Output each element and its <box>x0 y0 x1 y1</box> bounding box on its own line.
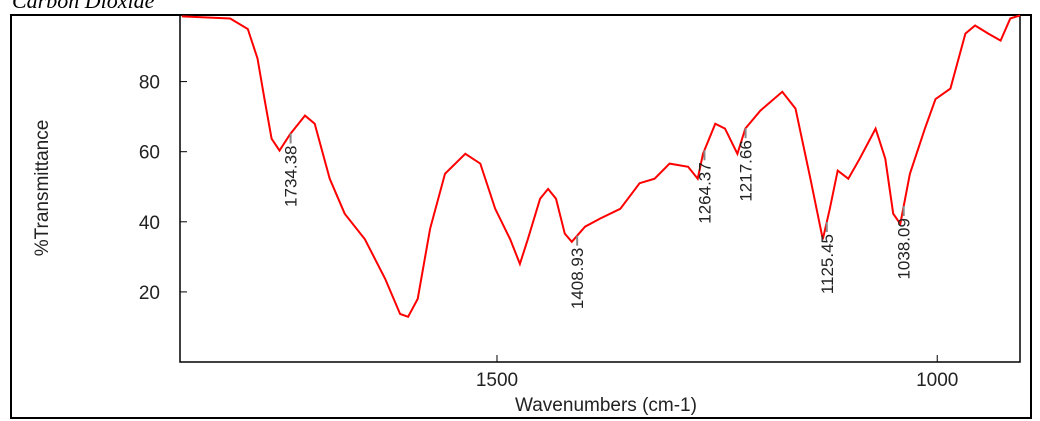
x-tick-label: 1000 <box>916 370 958 391</box>
y-axis-title: %Transmittance <box>32 120 53 257</box>
y-tick-label: 80 <box>139 73 160 94</box>
peak-label: 1408.93 <box>568 248 587 309</box>
plot-frame <box>179 14 1021 363</box>
peak-label: 1125.45 <box>818 234 837 294</box>
spectrum-line <box>181 14 1021 319</box>
peak-label: 1038.09 <box>895 218 914 279</box>
chart-title: Carbon Dioxide <box>12 0 155 13</box>
peak-label: 1734.38 <box>282 145 301 206</box>
y-tick-label: 40 <box>139 213 160 234</box>
peak-label: 1217.66 <box>737 140 756 201</box>
peak-label: 1264.37 <box>695 162 714 223</box>
outer-frame <box>10 14 1032 419</box>
y-tick-label: 20 <box>139 283 160 304</box>
x-axis-title: Wavenumbers (cm-1) <box>515 395 697 416</box>
y-tick-label: 60 <box>139 143 160 164</box>
x-tick-label: 1500 <box>476 370 518 391</box>
